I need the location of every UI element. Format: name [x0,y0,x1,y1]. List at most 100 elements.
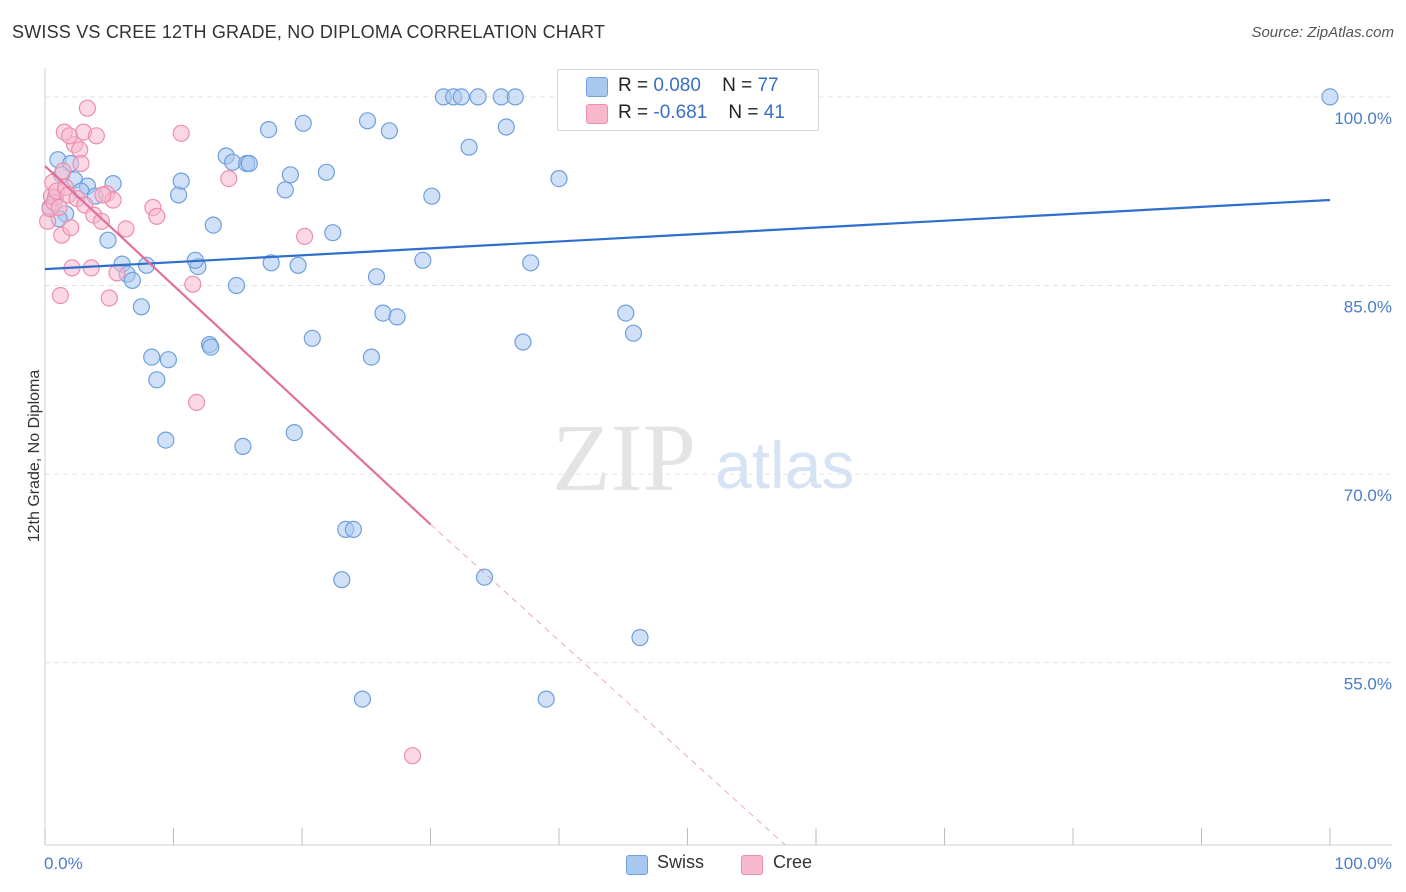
swiss-point [522,254,540,272]
grid-lines [45,96,1392,664]
watermark-zip: ZIP [552,404,696,511]
swiss-point [157,431,175,449]
trend-lines [44,165,1331,846]
swiss-point [617,304,635,322]
swiss-point [123,271,141,289]
bottom-legend-swiss: Swiss [657,852,705,872]
swiss-point [452,88,470,106]
x-tick-label: 0.0% [44,854,83,873]
swiss-point [537,690,555,708]
legend-swiss-n-value: 77 [757,75,779,96]
swiss-point [132,298,150,316]
swiss-point [624,324,643,342]
swiss-point [353,690,371,708]
cree-points [38,99,422,765]
swiss-point [423,187,441,205]
swiss-point [227,276,246,295]
swiss-point [159,351,177,369]
y-axis-title: 12th Grade, No Diploma [26,370,43,543]
swiss-point [324,224,342,242]
cree-point [94,186,112,204]
cree-trend-line-extension [430,523,786,846]
swiss-point [358,112,377,130]
bottom-legend-cree: Cree [773,852,813,872]
y-tick-label: 55.0% [1344,675,1392,694]
source-label: Source: ZipAtlas.com [1251,24,1394,41]
swiss-point [143,348,161,366]
swiss-trend-line [44,198,1331,271]
cree-point [296,227,314,245]
swiss-point [460,138,478,156]
swiss-point [276,181,294,199]
legend: R = 0.080 N = 77 R = -0.681 N = 41 [557,69,819,131]
legend-cree-n-value: 41 [763,102,785,123]
swiss-point [148,371,166,389]
swiss-point [294,114,312,132]
y-tick-label: 100.0% [1334,109,1392,128]
legend-row-swiss: R = 0.080 N = 77 [618,75,779,97]
swiss-point [204,216,222,234]
swiss-point [262,254,280,272]
swiss-point [333,571,351,589]
legend-cree-r-value: -0.681 [653,102,708,123]
cree-point [100,289,118,307]
cree-trend-line [44,165,432,526]
swiss-point [240,154,258,173]
swiss-point [414,251,432,269]
cree-point [148,207,166,225]
y-tick-label: 70.0% [1344,486,1392,505]
legend-swiss-r-value: 0.080 [653,75,701,96]
swiss-point [374,304,392,322]
swiss-point [289,256,307,274]
swiss-point [99,231,117,249]
cree-point [220,170,238,188]
chart-title: SWISS VS CREE 12TH GRADE, NO DIPLOMA COR… [12,22,606,42]
swiss-point [367,268,386,286]
swiss-point [317,163,335,181]
cree-point [172,124,190,142]
swiss-point [260,121,278,139]
cree-point [184,275,202,293]
cree-point [92,212,111,230]
cree-point [117,220,135,238]
cree-point [60,127,79,145]
swiss-point [380,122,398,140]
cree-point [51,286,70,305]
watermark: ZIP atlas [552,404,854,511]
swiss-point [137,256,156,274]
swiss-point [281,166,299,184]
cree-point [54,162,72,180]
bottom-legend-swatch-cree [741,855,763,875]
swiss-point [285,424,303,442]
swiss-point [344,520,362,539]
cree-point [50,198,68,217]
watermark-atlas: atlas [715,428,854,502]
y-tick-label: 85.0% [1344,297,1392,316]
swiss-point [172,172,190,190]
swiss-point [362,348,380,366]
bottom-legend-swatch-swiss [626,855,648,875]
cree-point [87,127,106,145]
swiss-point [497,118,515,136]
swiss-point [631,628,649,647]
legend-swatch-swiss [586,77,608,97]
legend-swatch-cree [586,104,608,124]
cree-point [62,219,80,237]
swiss-point [1321,88,1339,106]
cree-point [108,264,126,282]
x-tick-label: 100.0% [1334,854,1392,873]
swiss-point [469,88,487,106]
swiss-point [388,308,406,326]
legend-swiss-n-label: N = [722,75,753,96]
swiss-point [303,329,321,347]
cree-point [72,154,90,173]
swiss-point [170,186,188,204]
tick-labels: 55.0% 70.0% 85.0% 100.0% 0.0% 100.0% [44,109,1392,873]
swiss-point [234,437,252,455]
swiss-point [475,568,494,586]
legend-swiss-r-label: R = [618,75,649,96]
legend-row-cree: R = -0.681 N = 41 [618,102,785,124]
legend-cree-r-label: R = [618,102,649,123]
swiss-point [514,333,532,351]
